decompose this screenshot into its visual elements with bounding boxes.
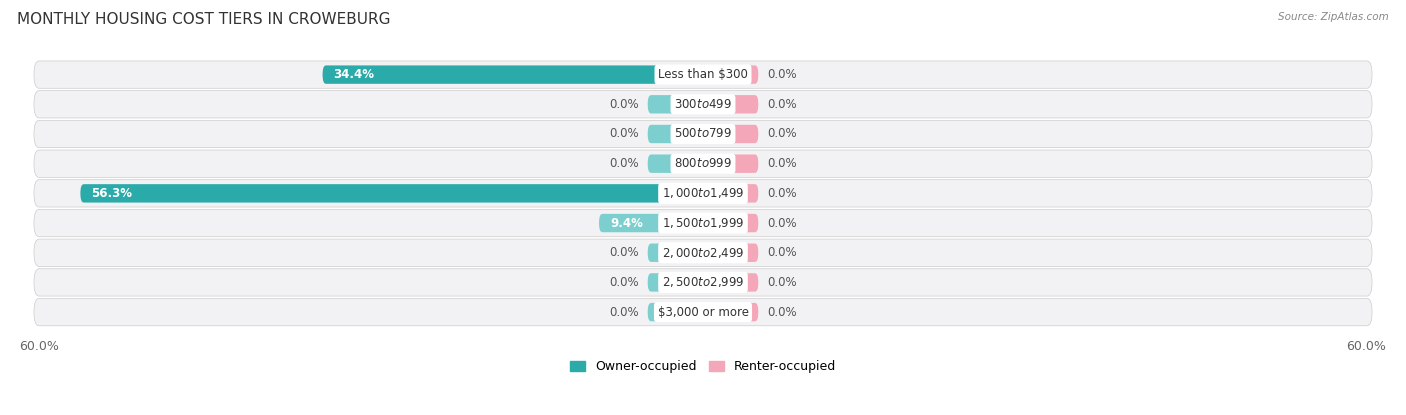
Text: $300 to $499: $300 to $499 [673,98,733,111]
FancyBboxPatch shape [703,244,758,262]
FancyBboxPatch shape [703,125,758,143]
FancyBboxPatch shape [34,210,1372,237]
Text: $2,500 to $2,999: $2,500 to $2,999 [662,276,744,289]
Text: Less than $300: Less than $300 [658,68,748,81]
Text: 56.3%: 56.3% [91,187,132,200]
FancyBboxPatch shape [34,150,1372,177]
FancyBboxPatch shape [648,95,703,114]
FancyBboxPatch shape [34,269,1372,296]
FancyBboxPatch shape [703,95,758,114]
FancyBboxPatch shape [34,120,1372,148]
Text: 0.0%: 0.0% [768,305,797,319]
FancyBboxPatch shape [648,273,703,292]
FancyBboxPatch shape [34,239,1372,266]
FancyBboxPatch shape [648,303,703,321]
FancyBboxPatch shape [703,214,758,232]
Text: 0.0%: 0.0% [768,187,797,200]
Text: $1,500 to $1,999: $1,500 to $1,999 [662,216,744,230]
FancyBboxPatch shape [703,66,758,84]
Text: Source: ZipAtlas.com: Source: ZipAtlas.com [1278,12,1389,22]
FancyBboxPatch shape [34,298,1372,326]
Text: 0.0%: 0.0% [609,98,638,111]
FancyBboxPatch shape [648,125,703,143]
FancyBboxPatch shape [703,154,758,173]
Text: 34.4%: 34.4% [333,68,374,81]
Text: MONTHLY HOUSING COST TIERS IN CROWEBURG: MONTHLY HOUSING COST TIERS IN CROWEBURG [17,12,391,27]
FancyBboxPatch shape [703,184,758,203]
FancyBboxPatch shape [648,244,703,262]
Text: $800 to $999: $800 to $999 [673,157,733,170]
Text: 0.0%: 0.0% [609,246,638,259]
Text: 0.0%: 0.0% [768,276,797,289]
FancyBboxPatch shape [322,66,703,84]
Text: 9.4%: 9.4% [610,217,643,229]
Text: 0.0%: 0.0% [768,68,797,81]
Text: $3,000 or more: $3,000 or more [658,305,748,319]
Text: $500 to $799: $500 to $799 [673,127,733,141]
FancyBboxPatch shape [703,273,758,292]
Text: 0.0%: 0.0% [609,127,638,141]
FancyBboxPatch shape [703,303,758,321]
FancyBboxPatch shape [34,180,1372,207]
Text: 0.0%: 0.0% [609,305,638,319]
FancyBboxPatch shape [648,154,703,173]
Text: $1,000 to $1,499: $1,000 to $1,499 [662,186,744,200]
FancyBboxPatch shape [34,90,1372,118]
FancyBboxPatch shape [80,184,703,203]
Text: 0.0%: 0.0% [768,98,797,111]
Text: 0.0%: 0.0% [768,157,797,170]
Text: $2,000 to $2,499: $2,000 to $2,499 [662,246,744,260]
FancyBboxPatch shape [599,214,703,232]
Text: 0.0%: 0.0% [609,157,638,170]
Text: 0.0%: 0.0% [768,246,797,259]
Text: 0.0%: 0.0% [768,217,797,229]
FancyBboxPatch shape [34,61,1372,88]
Text: 0.0%: 0.0% [609,276,638,289]
Text: 0.0%: 0.0% [768,127,797,141]
Legend: Owner-occupied, Renter-occupied: Owner-occupied, Renter-occupied [569,360,837,373]
